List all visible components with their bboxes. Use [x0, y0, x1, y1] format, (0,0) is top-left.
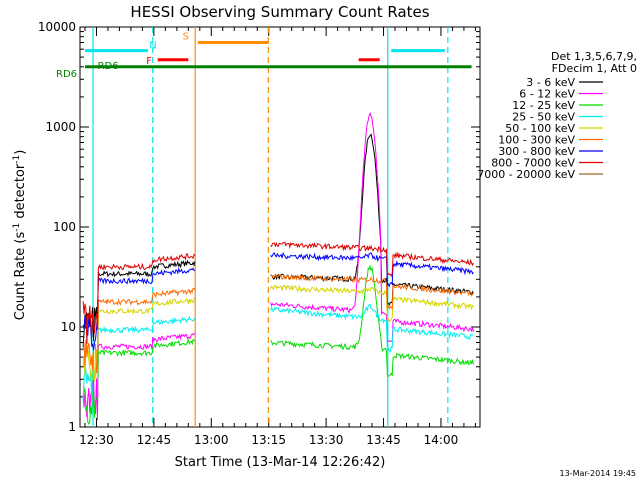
y-tick-label: 1000 — [45, 120, 76, 134]
legend-entry-label: 25 - 50 keV — [512, 111, 575, 124]
legend-entry-label: 3 - 6 keV — [526, 76, 575, 89]
series-line-5 — [82, 273, 474, 373]
flag-label-n: N — [149, 41, 156, 52]
flag-label-f: F — [146, 56, 152, 67]
legend-entry-label: 6 - 12 keV — [519, 88, 575, 101]
y-tick-label: 10 — [61, 320, 76, 334]
series-line-1 — [82, 112, 474, 421]
legend-entry-label: 7000 - 20000 keV — [477, 168, 575, 181]
x-tick-label: 13:45 — [366, 433, 401, 447]
chart-title: HESSI Observing Summary Count Rates — [130, 3, 429, 21]
flag-label-rd6-inner: RD6 — [98, 61, 119, 72]
legend: Det 1,3,5,6,7,9,FDecim 1, Att 03 - 6 keV… — [477, 50, 637, 181]
x-tick-label: 13:15 — [251, 433, 286, 447]
legend-entry-label: 12 - 25 keV — [512, 99, 575, 112]
legend-entry-label: 800 - 7000 keV — [491, 157, 575, 170]
series-line-0 — [82, 133, 474, 348]
series-line-4 — [82, 284, 474, 383]
x-tick-label: 13:30 — [309, 433, 344, 447]
x-tick-label: 14:00 — [424, 433, 459, 447]
x-tick-label: 13:00 — [194, 433, 229, 447]
x-tick-label: 12:45 — [137, 433, 172, 447]
legend-header-line: FDecim 1, Att 0 — [552, 62, 637, 75]
y-tick-label: 1 — [68, 420, 76, 434]
legend-entry-label: 100 - 300 keV — [498, 134, 575, 147]
legend-entry-label: 50 - 100 keV — [505, 122, 575, 135]
y-tick-label: 100 — [53, 220, 76, 234]
series-line-6 — [82, 251, 474, 351]
series-line-3 — [82, 303, 474, 402]
x-tick-label: 12:30 — [79, 433, 114, 447]
plot-area: 1 10 100 1000 10000 12:30 12:45 13:00 13:15 13:30… — [38, 20, 481, 447]
x-axis-label: Start Time (13-Mar-14 12:26:42) — [175, 455, 386, 470]
flag-label-s: S — [183, 31, 189, 42]
timestamp: 13-Mar-2014 19:45 — [560, 469, 637, 478]
y-tick-label: 10000 — [38, 20, 76, 34]
y-axis-label: Count Rate (s-1 detector-1) — [12, 150, 28, 321]
flag-label-rd6: RD6 — [56, 69, 77, 80]
series-line-2 — [82, 264, 474, 426]
legend-entry-label: 300 - 800 keV — [498, 145, 575, 158]
legend-header-line: Det 1,3,5,6,7,9, — [551, 50, 637, 63]
series-line-7 — [82, 241, 474, 345]
plot-frame — [79, 26, 481, 428]
